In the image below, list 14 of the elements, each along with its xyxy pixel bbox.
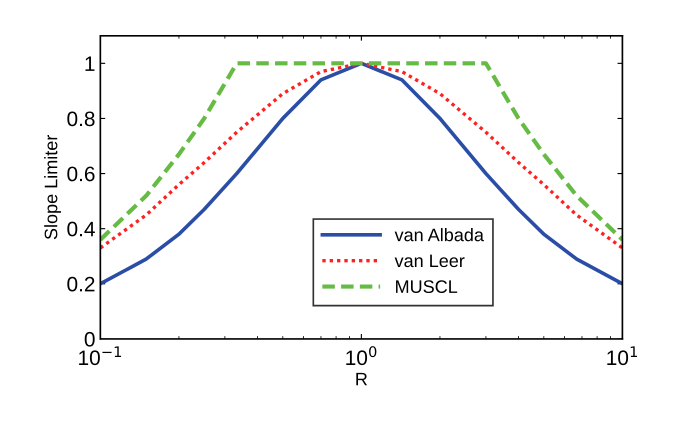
legend-label: van Leer (394, 254, 465, 268)
x-tick-label: 10$^{0}$ (346, 346, 376, 366)
y-tick-label: 1 (85, 56, 94, 71)
y-tick-label: 0.4 (67, 222, 95, 236)
legend-label: van Albada (394, 228, 484, 242)
y-tick-label: 0.8 (67, 111, 95, 126)
legend-label: MUSCL (396, 280, 458, 294)
x-tick-label: 10$^{1}$ (607, 346, 638, 366)
y-tick-label: 0.2 (67, 276, 94, 292)
y-tick-label: 0.6 (67, 166, 95, 182)
x-axis-title: R (356, 372, 368, 386)
y-axis-title: Slope Limiter (44, 134, 61, 240)
x-tick-label: 10$^{−1}$ (79, 346, 122, 366)
y-tick-label: 0 (84, 332, 95, 347)
